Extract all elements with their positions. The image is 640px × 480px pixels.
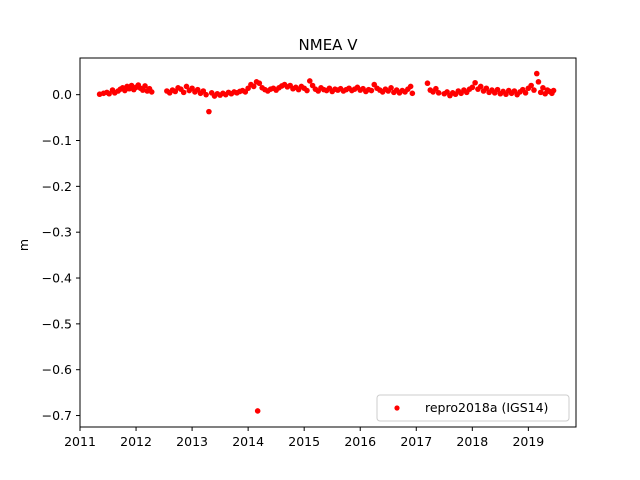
data-point — [528, 82, 534, 89]
data-point — [540, 84, 546, 91]
data-point — [469, 84, 476, 91]
y-tick-label: −0.5 — [42, 316, 72, 331]
x-tick-label: 2018 — [456, 434, 488, 449]
x-tick-label: 2017 — [400, 434, 432, 449]
data-point — [106, 90, 112, 97]
data-point — [483, 85, 490, 92]
data-point — [424, 80, 431, 87]
data-point — [535, 79, 542, 85]
data-point — [250, 83, 257, 90]
data-point — [537, 89, 544, 96]
x-tick-label: 2016 — [344, 434, 376, 449]
data-point — [256, 80, 263, 87]
chart-title: NMEA V — [299, 36, 359, 54]
data-point — [304, 87, 310, 94]
legend-marker — [394, 405, 400, 411]
data-point — [533, 70, 540, 77]
data-point — [306, 78, 313, 84]
x-tick-label: 2015 — [288, 434, 320, 449]
data-point — [203, 91, 209, 98]
y-tick-label: −0.1 — [42, 133, 72, 148]
data-point — [148, 89, 155, 95]
data-points — [96, 70, 557, 414]
data-point — [139, 87, 146, 93]
data-point — [183, 83, 190, 90]
data-point — [142, 83, 148, 89]
x-tick-label: 2011 — [64, 434, 96, 449]
data-point — [531, 87, 537, 93]
y-tick-label: −0.6 — [42, 362, 72, 377]
data-point — [368, 87, 375, 94]
data-point — [409, 90, 416, 97]
data-point — [388, 84, 394, 91]
y-tick-label: 0.0 — [52, 87, 72, 102]
data-point — [477, 83, 484, 90]
data-point — [206, 108, 212, 115]
data-point — [472, 79, 478, 86]
x-tick-label: 2012 — [120, 434, 152, 449]
legend-box — [376, 394, 570, 422]
legend-label: repro2018a (IGS14) — [425, 400, 548, 415]
data-point — [128, 82, 135, 89]
data-point — [180, 89, 187, 96]
data-point — [435, 90, 442, 96]
data-point — [407, 83, 414, 90]
y-tick-label: −0.4 — [42, 271, 72, 286]
y-tick-label: −0.7 — [42, 408, 72, 423]
axis-ticks: 2011 2012 2013 2014 2015 2016 2017 2018 2019 0.0 −… — [42, 87, 545, 449]
plot-frame — [79, 57, 577, 428]
data-point — [254, 408, 261, 414]
x-tick-label: 2019 — [512, 434, 544, 449]
data-point — [550, 87, 557, 94]
x-tick-label: 2014 — [232, 434, 264, 449]
data-point — [122, 87, 128, 94]
data-point — [433, 85, 439, 92]
y-tick-label: −0.2 — [42, 179, 72, 194]
y-tick-label: −0.3 — [42, 225, 72, 240]
data-point — [522, 90, 529, 96]
legend: repro2018a (IGS14) — [376, 394, 570, 422]
data-point — [494, 86, 501, 93]
x-tick-label: 2013 — [176, 434, 208, 449]
y-axis-label: m — [16, 239, 31, 251]
